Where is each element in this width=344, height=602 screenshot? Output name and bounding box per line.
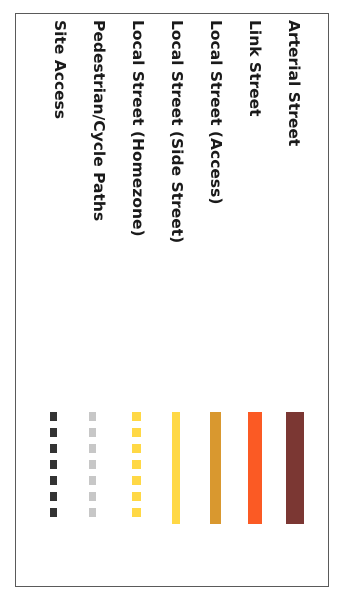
legend-swatch-site-access bbox=[50, 412, 57, 524]
legend-label: Arterial Street bbox=[285, 20, 303, 147]
legend-item-local-street-homezone: Local Street (Homezone) bbox=[118, 14, 158, 588]
legend-label: Pedestrian/Cycle Paths bbox=[90, 20, 108, 222]
legend-swatch-local-street-side-street bbox=[172, 412, 180, 524]
legend-label: Local Street (Side Street) bbox=[168, 20, 186, 244]
legend-item-site-access: Site Access bbox=[40, 14, 80, 588]
legend-label: Link Street bbox=[246, 20, 264, 117]
legend-label: Local Street (Access) bbox=[207, 20, 225, 205]
legend-item-pedestrian-cycle-paths: Pedestrian/Cycle Paths bbox=[79, 14, 119, 588]
legend-item-arterial-street: Arterial Street bbox=[274, 14, 314, 588]
legend-label: Local Street (Homezone) bbox=[129, 20, 147, 237]
legend-swatch-pedestrian-cycle-paths bbox=[89, 412, 96, 524]
legend-swatch-local-street-access bbox=[210, 412, 221, 524]
legend-panel: Arterial Street Link Street Local Street… bbox=[15, 13, 329, 587]
legend-label: Site Access bbox=[51, 20, 69, 120]
legend-swatch-link-street bbox=[248, 412, 262, 524]
legend-item-link-street: Link Street bbox=[235, 14, 275, 588]
legend-swatch-arterial-street bbox=[286, 412, 304, 524]
legend-item-local-street-side-street: Local Street (Side Street) bbox=[157, 14, 197, 588]
legend-swatch-local-street-homezone bbox=[132, 412, 141, 524]
legend-item-local-street-access: Local Street (Access) bbox=[196, 14, 236, 588]
